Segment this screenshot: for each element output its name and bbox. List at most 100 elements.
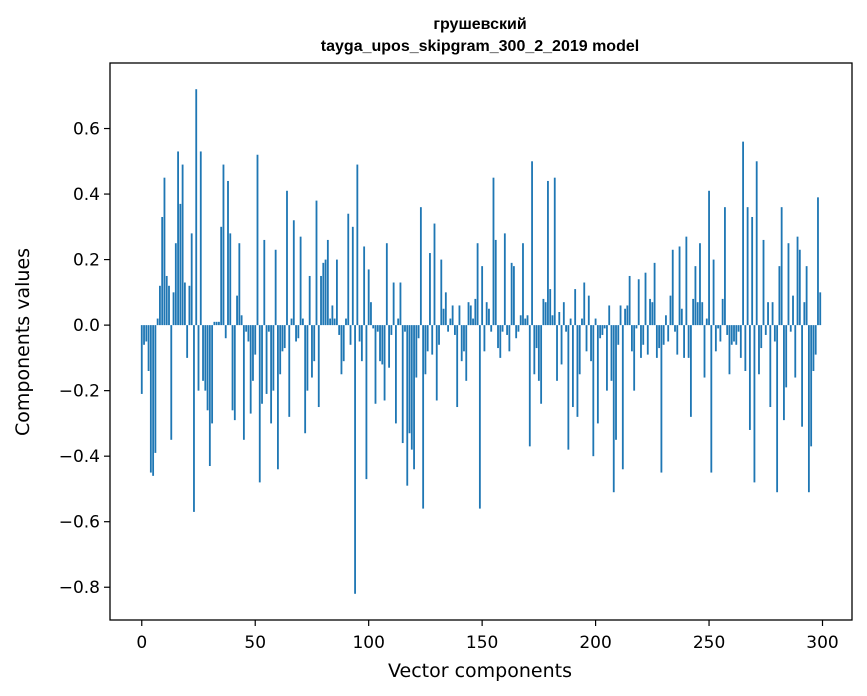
bar-267 (746, 207, 749, 326)
bar-58 (272, 325, 275, 391)
bar-147 (474, 298, 477, 326)
bar-138 (454, 325, 456, 335)
x-tick-label: 100 (352, 633, 384, 653)
x-axis-ticks: 0 50 100 150 200 250 300 (136, 620, 839, 653)
bar-1 (143, 325, 145, 345)
bar-10 (163, 177, 166, 326)
bar-31 (211, 325, 214, 424)
bar-266 (744, 325, 747, 371)
bar-144 (467, 302, 470, 326)
bar-27 (202, 325, 204, 381)
bar-21 (188, 285, 191, 326)
bar-5 (152, 325, 155, 476)
bar-137 (451, 305, 454, 326)
bar-50 (254, 325, 257, 355)
bar-263 (737, 325, 740, 332)
bar-189 (569, 318, 572, 326)
bar-255 (719, 325, 722, 342)
y-axis-label: Components values (12, 248, 34, 436)
bar-124 (422, 325, 425, 509)
bar-292 (803, 302, 806, 326)
bar-80 (322, 262, 325, 326)
bar-233 (669, 295, 672, 326)
bar-193 (578, 325, 581, 375)
bar-281 (778, 266, 781, 326)
bar-30 (208, 325, 211, 467)
bar-115 (401, 325, 404, 444)
bar-45 (242, 325, 245, 440)
bar-44 (240, 315, 243, 326)
bar-190 (571, 325, 574, 408)
bar-288 (794, 325, 797, 378)
bar-51 (256, 154, 259, 326)
bar-127 (429, 253, 431, 326)
bar-128 (431, 325, 434, 355)
bar-276 (767, 302, 769, 326)
bar-167 (519, 315, 522, 326)
y-tick-label: 0.2 (73, 251, 100, 271)
bar-218 (635, 325, 638, 329)
bar-68 (295, 325, 297, 342)
bar-152 (485, 302, 488, 326)
bar-126 (426, 325, 429, 352)
bar-197 (587, 295, 590, 326)
bar-29 (206, 325, 209, 411)
y-tick-label: −0.6 (59, 513, 100, 533)
x-tick-label: 50 (244, 633, 266, 653)
bar-222 (644, 272, 647, 326)
bar-123 (419, 207, 422, 326)
bar-70 (299, 236, 302, 326)
bar-264 (739, 325, 742, 358)
bar-279 (773, 325, 776, 342)
bar-22 (190, 233, 193, 326)
bar-179 (547, 180, 549, 326)
bar-177 (542, 298, 545, 326)
bar-213 (624, 308, 626, 326)
bar-122 (417, 325, 420, 339)
bar-92 (349, 325, 352, 345)
bar-243 (692, 298, 695, 326)
bar-26 (199, 151, 202, 326)
bar-252 (712, 259, 715, 326)
bar-4 (149, 325, 152, 473)
bar-133 (442, 308, 445, 326)
bar-12 (168, 285, 170, 326)
bar-111 (392, 282, 395, 326)
bar-180 (549, 289, 552, 326)
bar-159 (501, 325, 504, 332)
bar-47 (247, 325, 250, 342)
bar-268 (748, 325, 751, 430)
bar-155 (492, 177, 495, 326)
bar-63 (283, 325, 286, 349)
bar-153 (488, 308, 490, 326)
bar-110 (390, 325, 393, 335)
bar-245 (696, 302, 699, 326)
bar-298 (817, 197, 819, 326)
chart-subtitle: tayga_upos_skipgram_300_2_2019 model (321, 38, 639, 55)
bar-148 (476, 243, 479, 326)
bar-235 (674, 325, 676, 332)
bar-116 (404, 325, 406, 332)
bar-257 (724, 207, 726, 326)
bar-2 (145, 325, 148, 342)
bar-280 (776, 325, 779, 493)
bar-237 (678, 246, 681, 326)
bar-83 (329, 318, 332, 326)
bar-221 (642, 325, 645, 345)
bar-185 (560, 325, 563, 365)
bar-231 (665, 315, 667, 326)
bar-206 (608, 305, 611, 326)
bar-283 (783, 325, 785, 421)
bar-205 (606, 325, 608, 391)
bar-120 (413, 325, 415, 470)
bar-49 (252, 325, 254, 381)
bar-278 (771, 302, 774, 326)
bar-299 (819, 292, 822, 326)
bar-105 (379, 325, 381, 362)
bar-230 (662, 325, 665, 345)
bar-244 (694, 266, 697, 326)
bar-162 (508, 325, 511, 352)
bar-151 (483, 325, 486, 352)
bar-112 (395, 325, 397, 424)
bar-39 (229, 233, 232, 326)
